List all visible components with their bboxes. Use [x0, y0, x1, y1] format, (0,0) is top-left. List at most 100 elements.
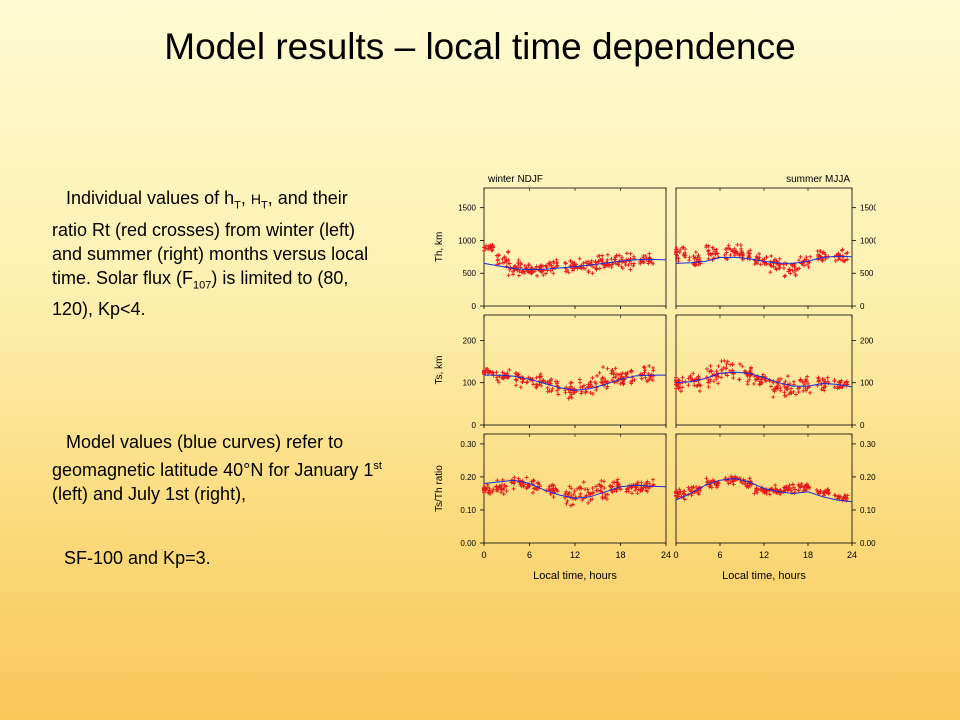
winter-data-point [630, 484, 635, 489]
summer-data-point [835, 384, 840, 389]
summer-data-point [706, 380, 711, 385]
winter-data-point [600, 496, 605, 501]
summer-data-point [754, 261, 759, 266]
summer-data-point [687, 258, 692, 263]
winter-data-point [590, 271, 595, 276]
winter-data-point [570, 502, 575, 507]
winter-data-point [544, 271, 549, 276]
winter-data-point [646, 259, 651, 264]
winter-data-point [551, 486, 556, 491]
winter-data-point [549, 483, 554, 488]
winter-data-point [625, 486, 630, 491]
winter-data-point [642, 370, 647, 375]
x-tick-label: 24 [847, 550, 857, 560]
p2-text-b: (left) and July 1st (right), [52, 484, 247, 504]
winter-plot-frame-2 [483, 314, 667, 426]
y-tick-label: 0 [472, 421, 477, 430]
winter-data-point [524, 475, 529, 480]
winter-data-point [548, 378, 553, 383]
winter-data-point [518, 385, 523, 390]
winter-data-point [588, 382, 593, 387]
winter-data-point [614, 489, 619, 494]
winter-data-point [588, 491, 593, 496]
y-tick-label: 1500 [458, 204, 476, 213]
winter-data-point [593, 381, 598, 386]
winter-data-point [618, 487, 623, 492]
summer-data-point [674, 255, 679, 260]
winter-data-point [504, 489, 509, 494]
summer-data-point [708, 377, 713, 382]
winter-data-point [499, 487, 504, 492]
x-tick-label: 12 [759, 550, 769, 560]
winter-data-point [535, 273, 540, 278]
winter-data-point [491, 487, 496, 492]
winter-data-point [494, 375, 499, 380]
winter-data-point [621, 382, 626, 387]
summer-data-point [797, 258, 802, 263]
winter-data-point [516, 273, 521, 278]
winter-data-point [567, 394, 572, 399]
winter-data-point [609, 265, 614, 270]
winter-data-point [495, 478, 500, 483]
summer-data-point [844, 495, 849, 500]
winter-data-point [511, 486, 516, 491]
summer-data-point [784, 484, 789, 489]
p1-sub-3: 107 [193, 279, 212, 292]
summer-data-point [783, 273, 788, 278]
winter-data-point [547, 260, 552, 265]
summer-data-point [777, 256, 782, 261]
winter-data-point [644, 481, 649, 486]
winter-data-point [631, 263, 636, 268]
summer-data-point [725, 359, 730, 364]
winter-data-point [622, 259, 627, 264]
summer-data-point [787, 268, 792, 273]
summer-data-point [708, 363, 713, 368]
winter-data-point [599, 478, 604, 483]
summer-data-point [775, 386, 780, 391]
p1-text-e: ) is limited to (80, 120), Kp<4. [52, 267, 349, 320]
summer-data-point [680, 385, 685, 390]
winter-data-point [556, 392, 561, 397]
summer-data-point [806, 264, 811, 269]
x-tick-label: 0 [481, 550, 486, 560]
summer-data-point [714, 369, 719, 374]
summer-data-point [804, 257, 809, 262]
summer-data-point [730, 368, 735, 373]
summer-data-point [735, 242, 740, 247]
summer-data-point [824, 488, 829, 493]
summer-data-point [778, 492, 783, 497]
x-tick-label: 0 [673, 550, 678, 560]
p1-text-c: H [250, 191, 261, 207]
summer-data-point [782, 390, 787, 395]
winter-data-point [513, 264, 518, 269]
y-tick-label: 200 [463, 336, 477, 345]
winter-data-point [624, 489, 629, 494]
winter-data-point [496, 252, 501, 257]
winter-data-point [598, 380, 603, 385]
winter-data-point [617, 482, 622, 487]
winter-data-point [586, 270, 591, 275]
winter-data-point [650, 365, 655, 370]
summer-data-point [716, 364, 721, 369]
summer-data-point [707, 484, 712, 489]
summer-data-point [817, 378, 822, 383]
winter-plot-frame-1 [483, 187, 667, 307]
p1-text-a: Individual values of h [66, 188, 235, 208]
winter-data-point [482, 245, 487, 250]
winter-data-point [610, 378, 615, 383]
summer-data-point [751, 381, 756, 386]
winter-data-point [537, 482, 542, 487]
summer-data-point [793, 273, 798, 278]
winter-data-point [494, 253, 499, 258]
winter-data-point [554, 488, 559, 493]
summer-data-point [677, 487, 682, 492]
summer-data-point [737, 252, 742, 257]
winter-data-point [500, 375, 505, 380]
winter-data-point [569, 395, 574, 400]
winter-data-point [590, 375, 595, 380]
summer-data-point [787, 392, 792, 397]
winter-data-point [579, 391, 584, 396]
summer-data-point [840, 247, 845, 252]
summer-data-point [710, 251, 715, 256]
y-tick-label: 0.10 [860, 506, 876, 515]
